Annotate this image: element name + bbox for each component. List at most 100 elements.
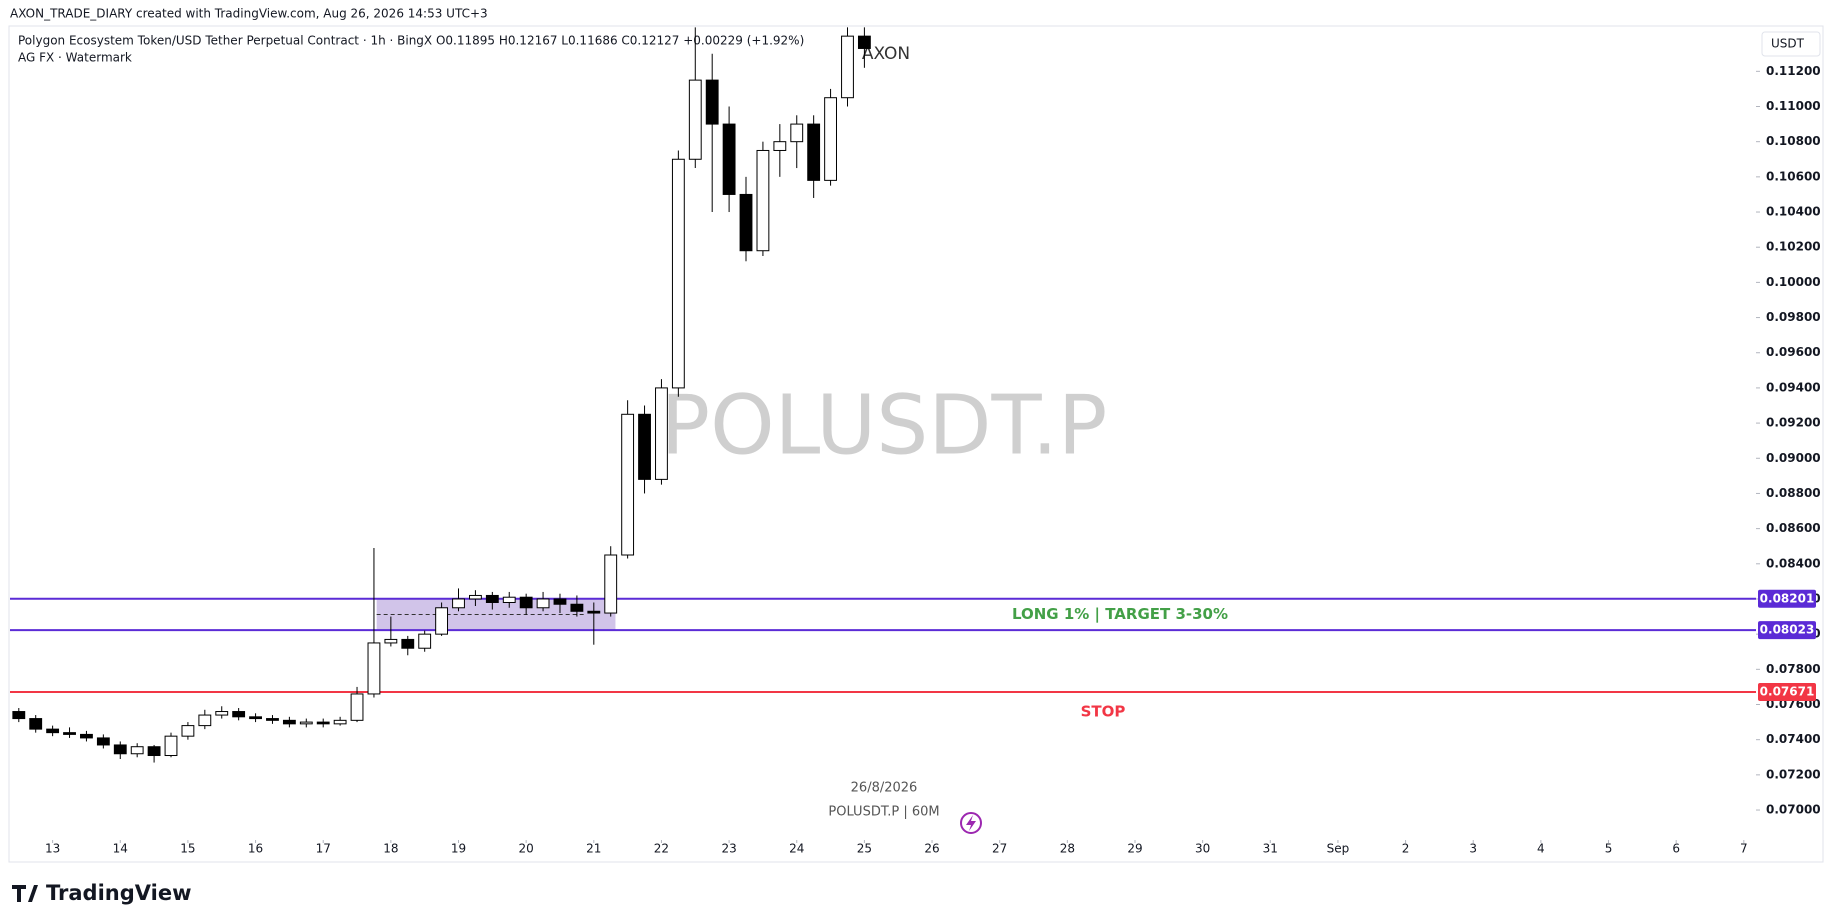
candle-body xyxy=(824,97,837,181)
x-tick-label: 3 xyxy=(1469,842,1477,856)
y-tick-label: 0.10400 xyxy=(1766,205,1821,219)
y-tick-label: 0.10000 xyxy=(1766,275,1821,289)
x-tick-label: 29 xyxy=(1127,842,1142,856)
y-tick-label: 0.09400 xyxy=(1766,380,1821,394)
candle-body xyxy=(570,603,584,612)
x-tick-label: 26 xyxy=(924,842,939,856)
candle-body xyxy=(587,610,601,614)
symbol-text: POLUSDT.P | 60M xyxy=(828,805,939,820)
date-text: 26/8/2026 xyxy=(851,781,918,796)
candle-body xyxy=(299,721,313,725)
x-tick-label: 30 xyxy=(1195,842,1210,856)
brand-logo xyxy=(12,885,38,902)
y-tick-label: 0.09000 xyxy=(1766,451,1821,465)
price-level-label: 0.07671 xyxy=(1760,685,1815,699)
y-tick-label: 0.07200 xyxy=(1766,767,1821,781)
y-tick-label: 0.11200 xyxy=(1766,64,1821,78)
x-tick-label: 7 xyxy=(1740,842,1748,856)
y-tick-label: 0.10200 xyxy=(1766,240,1821,254)
candle-body xyxy=(333,719,347,725)
candle-body xyxy=(604,554,618,614)
candle-body xyxy=(63,732,76,735)
brand: TradingView xyxy=(46,881,191,905)
y-tick-label: 0.07000 xyxy=(1766,803,1821,817)
candle-body xyxy=(502,596,516,603)
candle-body xyxy=(232,711,246,718)
candle-body xyxy=(790,123,804,143)
x-tick-label: 31 xyxy=(1263,842,1278,856)
y-tick-label: 0.10600 xyxy=(1766,169,1821,183)
x-tick-label: 6 xyxy=(1672,842,1680,856)
y-tick-label: 0.07400 xyxy=(1766,732,1821,746)
author-tag: AXON xyxy=(862,44,910,64)
x-tick-label: Sep xyxy=(1327,842,1350,856)
x-tick-label: 19 xyxy=(451,842,466,856)
candle-body xyxy=(671,158,685,389)
candle-body xyxy=(807,123,821,181)
indicator-label: AG FX · Watermark xyxy=(18,51,132,65)
candle-body xyxy=(469,594,482,600)
candle-body xyxy=(147,746,161,757)
y-tick-label: 0.09800 xyxy=(1766,310,1821,324)
candle-body xyxy=(12,711,26,720)
x-tick-label: 15 xyxy=(180,842,195,856)
candle-body xyxy=(282,719,296,725)
candle-body xyxy=(418,633,432,649)
y-tick-label: 0.08400 xyxy=(1766,556,1821,570)
candle-body xyxy=(181,725,195,737)
candle-body xyxy=(705,79,719,125)
candle-body xyxy=(96,737,110,746)
candle-body xyxy=(655,387,668,480)
watermark: POLUSDT.P xyxy=(661,378,1108,473)
candle-body xyxy=(316,721,330,725)
x-tick-label: 17 xyxy=(316,842,331,856)
candle-body xyxy=(452,598,465,609)
x-tick-label: 13 xyxy=(45,842,60,856)
price-level-label: 0.08023 xyxy=(1760,623,1815,637)
x-tick-label: 18 xyxy=(383,842,398,856)
price-level-tag xyxy=(1758,683,1816,702)
y-tick-label: 0.09200 xyxy=(1766,416,1821,430)
replay-icon-bolt xyxy=(966,815,976,831)
candle-body xyxy=(401,638,415,649)
y-tick-label: 0.09600 xyxy=(1766,345,1821,359)
x-tick-label: 14 xyxy=(113,842,128,856)
currency-box[interactable] xyxy=(1761,31,1821,57)
candle-body xyxy=(198,714,212,727)
chart-frame xyxy=(8,25,1824,863)
candle-body xyxy=(435,607,449,635)
candle-body xyxy=(29,718,43,730)
candle-body xyxy=(215,711,229,716)
candle-body xyxy=(638,413,651,480)
x-tick-label: 2 xyxy=(1402,842,1410,856)
currency: USDT xyxy=(1771,37,1805,51)
candle-body xyxy=(841,35,854,99)
candle-body xyxy=(756,149,770,252)
candle-body xyxy=(519,596,533,609)
candle-body xyxy=(266,718,279,721)
x-tick-label: 23 xyxy=(721,842,736,856)
x-tick-label: 4 xyxy=(1537,842,1545,856)
y-tick-label: 0.11000 xyxy=(1766,99,1821,113)
candle-body xyxy=(485,594,499,603)
candle-body xyxy=(249,716,262,720)
x-tick-label: 16 xyxy=(248,842,263,856)
candle-body xyxy=(722,123,736,195)
candle-body xyxy=(688,79,702,160)
candle-body xyxy=(80,733,93,739)
candle-body xyxy=(857,35,871,49)
x-tick-label: 21 xyxy=(586,842,601,856)
candle-body xyxy=(384,638,398,644)
x-tick-label: 24 xyxy=(789,842,804,856)
candle-body xyxy=(113,744,127,755)
y-tick-label: 0.07800 xyxy=(1766,662,1821,676)
replay-icon[interactable] xyxy=(960,812,982,834)
x-tick-label: 27 xyxy=(992,842,1007,856)
x-tick-label: 25 xyxy=(857,842,872,856)
x-tick-label: 20 xyxy=(519,842,534,856)
candle-body xyxy=(130,746,144,755)
price-level-tag xyxy=(1758,589,1816,608)
candle-body xyxy=(553,598,567,605)
